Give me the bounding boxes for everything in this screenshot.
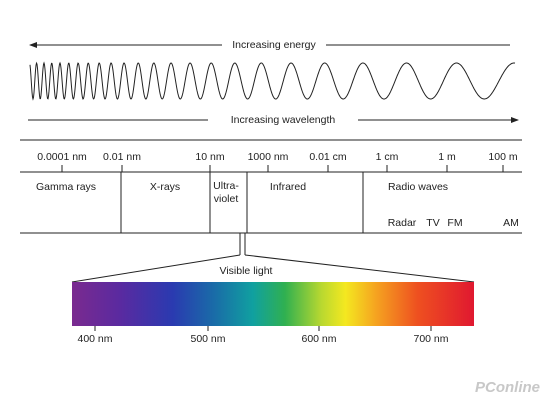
- band-label: Gamma rays: [36, 181, 96, 193]
- zoom-line: [71, 254, 241, 283]
- scale-label: 10 nm: [195, 151, 224, 163]
- wave: [29, 61, 516, 101]
- band-label: Ultra-: [213, 180, 239, 192]
- visible-spectrum: [72, 282, 474, 326]
- visible-tick-label: 600 nm: [301, 333, 336, 345]
- visible-tick-label: 500 nm: [190, 333, 225, 345]
- scale-label: 1000 nm: [248, 151, 289, 163]
- scale-label: 1 m: [438, 151, 456, 163]
- radio-label: FM: [447, 217, 462, 229]
- band-label: X-rays: [150, 181, 180, 193]
- band-label: Infrared: [270, 181, 306, 193]
- wavelength-label: Increasing wavelength: [231, 114, 336, 126]
- scale-label: 1 cm: [376, 151, 399, 163]
- scale-label: 0.0001 nm: [37, 151, 87, 163]
- visible-tick-label: 400 nm: [77, 333, 112, 345]
- watermark: PConline: [475, 379, 540, 396]
- scale-label: 0.01 nm: [103, 151, 141, 163]
- zoom-line: [244, 254, 475, 283]
- scale-label: 100 m: [488, 151, 517, 163]
- radio-label: Radar: [388, 217, 417, 229]
- radio-label: TV: [426, 217, 439, 229]
- band-label: Radio waves: [388, 181, 448, 193]
- band-label: violet: [214, 193, 239, 205]
- radio-label: AM: [503, 217, 519, 229]
- scale-label: 0.01 cm: [309, 151, 347, 163]
- visible-title: Visible light: [220, 265, 273, 277]
- energy-label: Increasing energy: [232, 39, 316, 51]
- visible-tick-label: 700 nm: [413, 333, 448, 345]
